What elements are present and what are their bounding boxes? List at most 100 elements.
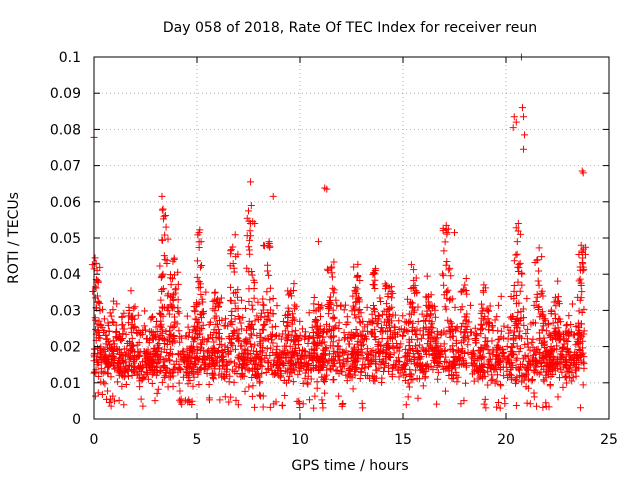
data-point	[355, 296, 363, 304]
data-point	[504, 335, 512, 343]
data-point	[232, 396, 240, 404]
data-point	[333, 366, 341, 374]
data-point	[330, 347, 338, 355]
data-point	[168, 275, 176, 283]
data-point	[409, 319, 417, 327]
data-point	[291, 305, 299, 313]
data-point	[248, 331, 256, 339]
data-point	[314, 357, 322, 365]
data-point	[94, 297, 102, 305]
data-point	[233, 335, 241, 343]
data-point	[255, 353, 263, 361]
data-point	[484, 381, 492, 389]
data-point	[284, 376, 292, 384]
data-point	[135, 353, 143, 361]
data-point	[334, 343, 342, 351]
data-point	[186, 398, 194, 406]
data-point	[352, 314, 360, 322]
data-point	[469, 347, 477, 355]
y-tick-label: 0.05	[50, 231, 81, 247]
data-point	[356, 375, 364, 383]
data-point	[437, 331, 445, 339]
data-point	[146, 327, 154, 335]
data-point	[579, 169, 587, 177]
data-point	[165, 356, 173, 364]
data-point	[163, 259, 171, 267]
data-point	[480, 353, 488, 361]
data-point	[185, 328, 193, 336]
data-point	[314, 301, 322, 309]
data-point	[389, 343, 397, 351]
data-point	[266, 403, 274, 411]
data-point	[234, 250, 242, 258]
data-point	[118, 321, 126, 329]
data-point	[580, 330, 588, 338]
data-point	[152, 323, 160, 331]
data-point	[265, 238, 273, 246]
data-point	[344, 318, 352, 326]
y-tick-label: 0.06	[50, 195, 81, 211]
data-point	[524, 375, 532, 383]
data-point	[516, 259, 524, 267]
x-tick-label: 25	[600, 432, 618, 448]
data-point	[546, 332, 554, 339]
data-point	[197, 339, 205, 347]
data-point	[272, 322, 280, 330]
data-point	[330, 286, 338, 294]
data-point	[339, 400, 347, 408]
data-point	[105, 399, 113, 407]
data-point	[378, 335, 386, 343]
x-axis-label: GPS time / hours	[291, 458, 408, 474]
data-point	[447, 319, 455, 327]
data-point	[575, 356, 583, 364]
data-point	[251, 403, 259, 411]
data-point	[269, 310, 277, 318]
data-point	[322, 375, 330, 383]
data-point	[364, 372, 372, 380]
data-point	[159, 205, 167, 213]
data-point	[526, 346, 534, 354]
data-point	[295, 397, 303, 405]
data-point	[109, 392, 117, 400]
data-point	[340, 362, 348, 370]
data-point	[115, 396, 123, 404]
data-point	[97, 350, 105, 358]
data-point	[344, 358, 352, 366]
data-point	[359, 340, 367, 348]
data-point	[231, 368, 239, 376]
data-point	[385, 310, 393, 318]
data-point	[125, 356, 133, 364]
data-point	[513, 250, 521, 258]
data-point	[439, 224, 447, 232]
data-point	[350, 331, 358, 339]
data-point	[115, 363, 123, 371]
data-point	[462, 274, 470, 282]
data-point	[380, 318, 388, 326]
data-point	[279, 318, 287, 326]
data-point	[570, 351, 578, 359]
data-point	[130, 304, 138, 312]
data-point	[239, 355, 247, 363]
data-point	[318, 364, 326, 372]
data-point	[485, 320, 493, 328]
data-point	[190, 359, 198, 367]
data-point	[465, 318, 473, 326]
data-point	[177, 395, 185, 403]
data-point	[531, 366, 539, 374]
data-point	[409, 350, 417, 358]
data-point	[103, 395, 111, 403]
data-point	[257, 392, 265, 400]
data-point	[119, 325, 127, 333]
data-point	[438, 362, 446, 370]
data-point	[247, 178, 255, 186]
data-point	[186, 377, 194, 385]
data-point	[308, 355, 316, 363]
data-point	[231, 299, 239, 307]
data-point	[176, 396, 184, 404]
data-point	[129, 367, 137, 375]
data-point	[164, 235, 172, 243]
data-point	[158, 206, 166, 214]
data-point	[180, 356, 188, 364]
data-point	[558, 347, 566, 355]
data-point	[329, 284, 337, 292]
